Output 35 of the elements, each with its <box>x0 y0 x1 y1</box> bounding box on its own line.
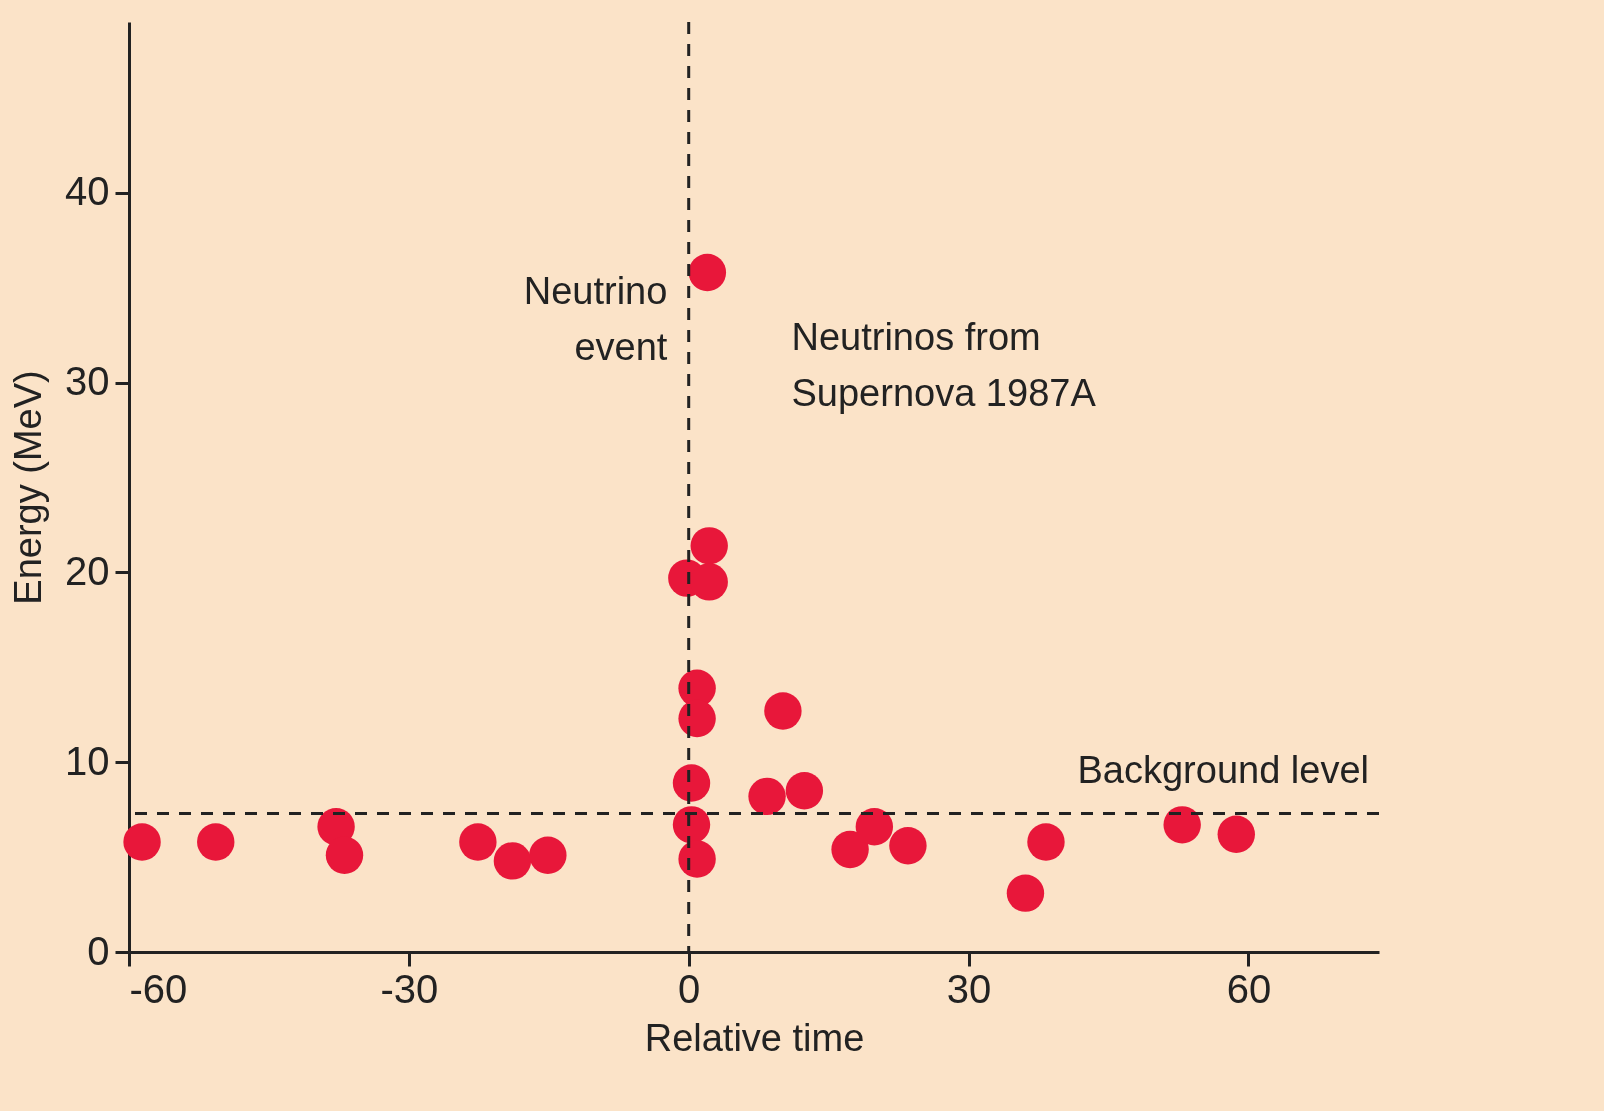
point <box>1006 874 1045 912</box>
point <box>690 527 728 565</box>
point <box>672 764 711 802</box>
point <box>678 840 716 878</box>
point <box>855 808 894 846</box>
point <box>889 827 927 865</box>
y-tick-label: 10 <box>65 738 110 783</box>
x-tick-label: -60 <box>129 966 188 1011</box>
point <box>529 836 567 874</box>
x-tick-label: 0 <box>678 966 701 1011</box>
point <box>1027 823 1065 861</box>
point <box>123 823 161 861</box>
point <box>748 777 786 816</box>
point <box>493 842 532 880</box>
x-axis-title: Relative time <box>644 1016 865 1059</box>
x-tick-label: 60 <box>1226 966 1272 1011</box>
point <box>785 772 824 810</box>
y-tick-label: 20 <box>65 548 110 593</box>
point <box>831 830 869 869</box>
point <box>688 253 727 292</box>
y-tick-label: 0 <box>87 928 110 973</box>
x-tick-label: 30 <box>946 966 992 1011</box>
annotation: Neutrinos from Supernova 1987A <box>791 315 1097 414</box>
y-tick-label: 30 <box>65 359 110 404</box>
point <box>1217 815 1255 853</box>
point <box>459 823 497 861</box>
x-tick-label: -30 <box>380 966 439 1011</box>
point <box>764 692 802 730</box>
point <box>1163 806 1201 844</box>
annotation: Neutrino event <box>523 269 668 368</box>
ref-line-label: Background level <box>1077 749 1369 792</box>
y-tick-label: 40 <box>65 169 110 214</box>
y-axis-title: Energy (MeV) <box>7 370 50 605</box>
point <box>325 836 364 874</box>
point <box>197 823 235 861</box>
